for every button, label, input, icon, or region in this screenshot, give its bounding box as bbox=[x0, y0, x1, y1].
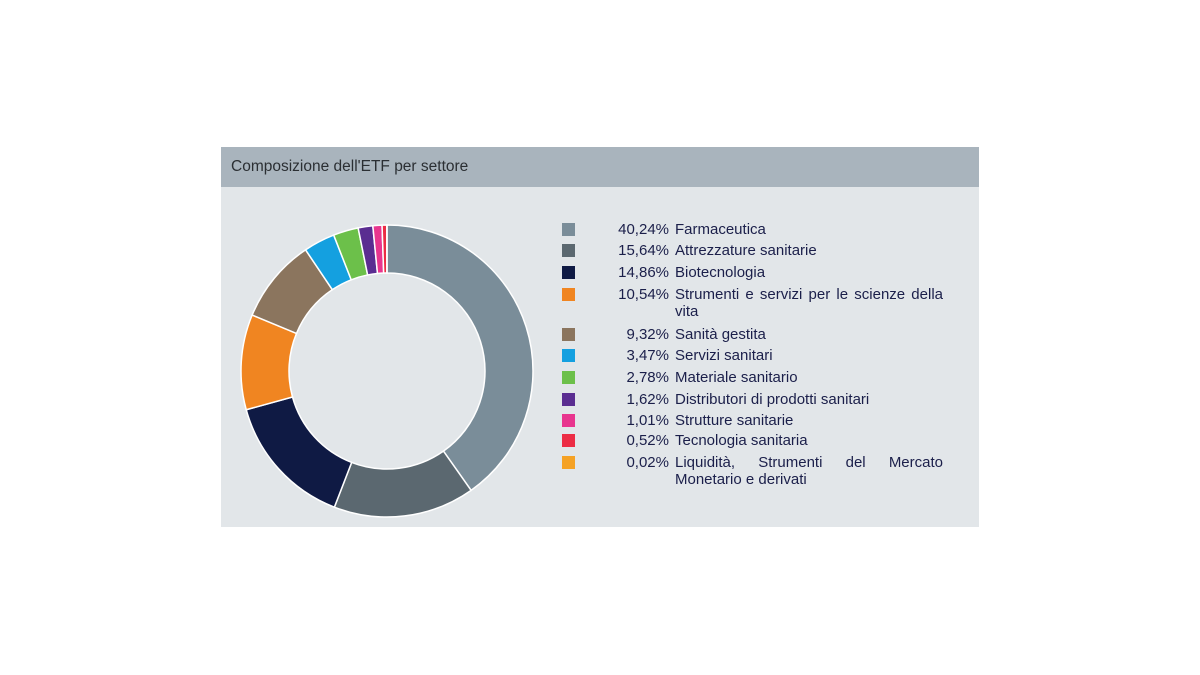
legend-swatch bbox=[562, 393, 575, 406]
pie-slice bbox=[333, 450, 473, 518]
chart-title: Composizione dell'ETF per settore bbox=[221, 147, 979, 187]
legend-swatch bbox=[562, 244, 575, 257]
legend-percent: 15,64% bbox=[618, 242, 669, 259]
legend-label: Materiale sanitario bbox=[675, 369, 798, 386]
donut-chart bbox=[240, 224, 534, 518]
legend-percent: 9,32% bbox=[626, 326, 669, 343]
legend-label: Biotecnologia bbox=[675, 264, 766, 281]
legend-percent: 0,52% bbox=[626, 432, 669, 449]
pie-slice bbox=[386, 224, 534, 492]
legend-percent: 10,54% bbox=[618, 286, 669, 303]
legend-swatch bbox=[562, 328, 575, 341]
pie-slice bbox=[245, 396, 353, 509]
legend-percent: 0,02% bbox=[626, 454, 669, 471]
legend-swatch bbox=[562, 434, 575, 447]
legend-swatch bbox=[562, 223, 575, 236]
legend-label: Servizi sanitari bbox=[675, 347, 773, 364]
legend-percent: 3,47% bbox=[626, 347, 669, 364]
legend-percent: 2,78% bbox=[626, 369, 669, 386]
legend-label: Liquidità, Strumenti del Mercato Monetar… bbox=[675, 454, 943, 488]
legend-label: Strumenti e servizi per le scienze della… bbox=[675, 286, 943, 320]
legend-label: Strutture sanitarie bbox=[675, 412, 794, 429]
legend-percent: 40,24% bbox=[618, 221, 669, 238]
legend-label: Farmaceutica bbox=[675, 221, 766, 238]
legend-percent: 14,86% bbox=[618, 264, 669, 281]
legend-swatch bbox=[562, 266, 575, 279]
legend-swatch bbox=[562, 371, 575, 384]
legend-swatch bbox=[562, 414, 575, 427]
legend-label: Tecnologia sanitaria bbox=[675, 432, 808, 449]
legend-swatch bbox=[562, 349, 575, 362]
legend-percent: 1,01% bbox=[626, 412, 669, 429]
legend-percent: 1,62% bbox=[626, 391, 669, 408]
legend-label: Attrezzature sanitarie bbox=[675, 242, 817, 259]
legend-swatch bbox=[562, 456, 575, 469]
legend-swatch bbox=[562, 288, 575, 301]
legend-label: Distributori di prodotti sanitari bbox=[675, 391, 870, 408]
legend-label: Sanità gestita bbox=[675, 326, 766, 343]
chart-panel: Composizione dell'ETF per settore 40,24%… bbox=[221, 147, 979, 527]
